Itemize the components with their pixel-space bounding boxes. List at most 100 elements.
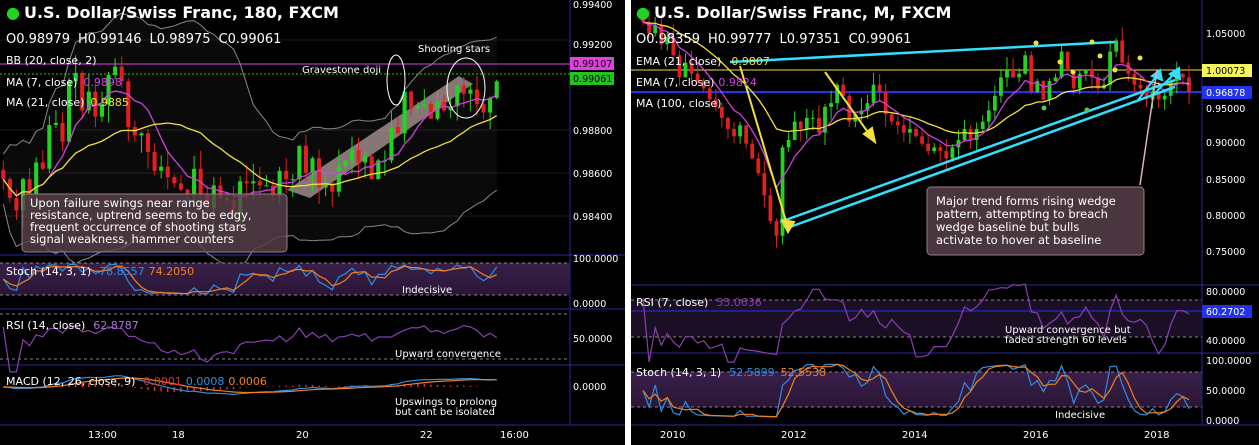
right-chart-monthly[interactable]: Major trend forms rising wedge pattern, … bbox=[631, 0, 1259, 445]
right-price-label-baseline-text: 0.96878 bbox=[1206, 88, 1245, 99]
candle-body bbox=[962, 128, 967, 140]
left-y-axis: 0.99400 0.99200 0.98800 0.98600 0.98400 bbox=[573, 0, 612, 223]
candle-body bbox=[744, 125, 749, 144]
right-ema7-line bbox=[642, 21, 1190, 189]
svg-text:0.90000: 0.90000 bbox=[1206, 138, 1245, 149]
candle-body bbox=[999, 77, 1003, 96]
candle-body bbox=[172, 177, 177, 184]
candle-body bbox=[677, 55, 682, 78]
candle-body bbox=[402, 91, 407, 134]
left-note-text: Upon failure swings near range resistanc… bbox=[30, 196, 255, 246]
candle-body bbox=[1041, 81, 1046, 100]
left-indicator-ma21: MA (21, close) 0.9885 bbox=[6, 96, 129, 109]
svg-text:2012: 2012 bbox=[781, 430, 806, 441]
candle-body bbox=[1029, 55, 1034, 93]
left-note-box bbox=[21, 193, 288, 253]
candle-body bbox=[695, 73, 700, 82]
candle-body bbox=[165, 166, 170, 178]
svg-text:0.75000: 0.75000 bbox=[1206, 247, 1245, 258]
candle-body bbox=[409, 91, 414, 109]
candle-body bbox=[877, 84, 882, 93]
candle-body bbox=[290, 179, 295, 181]
candle-body bbox=[671, 36, 676, 56]
candle-body bbox=[1096, 77, 1100, 89]
right-indicator-ema21: EMA (21, close) 0.9807 bbox=[636, 55, 770, 68]
candle-body bbox=[47, 125, 52, 169]
svg-text:18: 18 bbox=[172, 430, 185, 441]
candle-body bbox=[841, 84, 846, 96]
svg-text:22: 22 bbox=[420, 430, 433, 441]
candle-body bbox=[1011, 70, 1015, 78]
candle-body bbox=[932, 147, 937, 152]
candle-body bbox=[159, 166, 164, 171]
candle-body bbox=[804, 117, 809, 129]
svg-text:0.99400: 0.99400 bbox=[573, 0, 612, 11]
svg-text:2010: 2010 bbox=[660, 430, 685, 441]
candle-body bbox=[914, 128, 918, 137]
right-x-axis: 2010 2012 2014 2016 2018 bbox=[660, 430, 1169, 441]
right-rsi-band bbox=[631, 300, 1202, 337]
candle-body bbox=[865, 103, 870, 111]
left-chart-180[interactable]: Gravestone doji Shooting stars Upon fail… bbox=[0, 0, 625, 445]
candle-body bbox=[1126, 62, 1131, 74]
candle-body bbox=[257, 181, 262, 186]
candle-body bbox=[264, 185, 269, 187]
candle-body bbox=[871, 84, 876, 104]
candle-body bbox=[762, 173, 767, 196]
candle-body bbox=[1138, 84, 1143, 89]
candle-body bbox=[474, 89, 480, 105]
candle-body bbox=[774, 221, 779, 236]
candle-body bbox=[336, 166, 341, 192]
candle-body bbox=[40, 162, 45, 169]
candle-body bbox=[455, 85, 460, 107]
candle-body bbox=[185, 189, 190, 194]
left-rsi-annotation: Upward convergence bbox=[395, 349, 501, 360]
svg-text:0.98400: 0.98400 bbox=[573, 212, 612, 223]
candle-body bbox=[468, 89, 473, 94]
candle-body bbox=[192, 168, 197, 194]
candle-body bbox=[119, 66, 124, 82]
left-shooting-stars-ellipse bbox=[446, 57, 486, 119]
candle-body bbox=[944, 151, 949, 159]
candle-body bbox=[1090, 70, 1094, 78]
candle-body bbox=[34, 162, 39, 194]
left-macd-label: MACD (12, 26, close, 9) 0.0001 0.0008 0.000… bbox=[6, 375, 267, 388]
candle-body bbox=[14, 197, 19, 211]
candle-body bbox=[992, 95, 997, 111]
candle-body bbox=[1023, 55, 1028, 74]
candle-body bbox=[356, 150, 361, 163]
candle-body bbox=[1114, 40, 1119, 52]
right-trend-arrows bbox=[739, 65, 877, 235]
svg-text:1.05000: 1.05000 bbox=[1206, 29, 1245, 40]
left-stoch-band bbox=[0, 263, 570, 295]
left-stoch-d bbox=[2, 265, 497, 295]
candle-body bbox=[701, 81, 706, 89]
svg-text:0.0000: 0.0000 bbox=[1206, 416, 1239, 427]
svg-text:50.0000: 50.0000 bbox=[1206, 386, 1245, 397]
candle-body bbox=[106, 75, 111, 105]
candle-body bbox=[653, 25, 658, 34]
candle-body bbox=[461, 85, 466, 94]
candle-body bbox=[647, 22, 651, 34]
right-y-axis: 1.05000 0.95000 0.90000 0.85000 0.80000 … bbox=[1206, 29, 1245, 258]
right-ohlc: O0.98359 H0.99777 L0.97351 C0.99061 bbox=[636, 32, 911, 47]
candle-body bbox=[726, 117, 730, 129]
svg-text:16:00: 16:00 bbox=[500, 430, 529, 441]
candle-body bbox=[1, 169, 6, 180]
candle-body bbox=[60, 122, 65, 142]
candle-body bbox=[317, 158, 322, 188]
candle-body bbox=[1071, 70, 1076, 89]
left-chart-title: ● U.S. Dollar/Swiss Franc, 180, FXCM bbox=[6, 3, 339, 22]
left-indicator-ma7: MA (7, close) 0.9898 bbox=[6, 76, 122, 89]
candle-body bbox=[956, 140, 961, 148]
right-chart-title: ● U.S. Dollar/Swiss Franc, M, FXCM bbox=[636, 3, 951, 22]
candle-body bbox=[369, 156, 374, 180]
left-price-label-close bbox=[570, 72, 614, 85]
candle-body bbox=[303, 145, 308, 173]
wedge-lower-line-1 bbox=[779, 78, 1176, 224]
svg-text:20: 20 bbox=[296, 430, 309, 441]
svg-text:0.85000: 0.85000 bbox=[1206, 175, 1245, 186]
candle-body bbox=[926, 143, 931, 152]
candle-body bbox=[908, 128, 912, 133]
candle-body bbox=[683, 62, 688, 78]
